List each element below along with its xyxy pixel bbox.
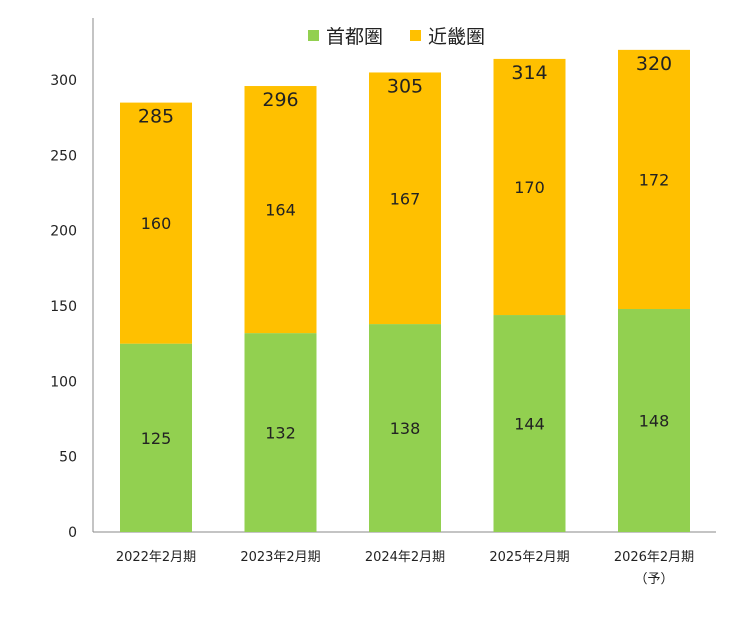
bar-value-label: 170 (514, 178, 545, 197)
bar-value-label: 148 (639, 412, 670, 431)
bar-segment (369, 72, 441, 325)
x-tick-label: 2023年2月期 (240, 550, 320, 565)
bars: 125 160 285 132 164 296 138 167 305 144 170 314 148 1… (120, 49, 690, 532)
y-axis: 0 50 100 150 200 250 300 (50, 18, 94, 541)
y-tick-label: 150 (50, 299, 77, 315)
bar-segment (618, 309, 690, 532)
bar-segment (120, 102, 192, 344)
legend-swatch (410, 30, 421, 41)
bar-total-label: 296 (262, 89, 298, 111)
bar-total-label: 320 (636, 53, 672, 75)
bar-value-label: 132 (265, 424, 296, 443)
legend: 首都圏 近畿圏 (308, 26, 485, 48)
bar-total-label: 305 (387, 75, 423, 97)
x-tick-label: 2026年2月期 (614, 550, 694, 565)
bar-segment (120, 343, 192, 532)
bar-segment (493, 315, 566, 532)
bar-value-label: 138 (390, 419, 421, 438)
x-tick-note: （予） (634, 572, 673, 587)
bar-total-label: 285 (138, 106, 174, 128)
bar-value-label: 164 (265, 201, 296, 220)
bar-segment (369, 324, 441, 532)
legend-label: 首都圏 (326, 26, 383, 48)
bar-value-label: 160 (141, 214, 172, 233)
bar-segment (493, 58, 566, 316)
bar-value-label: 144 (514, 415, 545, 434)
bar-value-label: 172 (639, 170, 670, 189)
y-tick-label: 100 (50, 374, 77, 390)
x-tick-label: 2025年2月期 (489, 550, 569, 565)
y-tick-label: 50 (59, 450, 77, 466)
bar-value-label: 125 (141, 429, 172, 448)
y-tick-label: 300 (50, 73, 77, 89)
y-tick-label: 0 (68, 525, 77, 541)
y-tick-label: 250 (50, 148, 77, 164)
bar-segment (618, 49, 690, 310)
x-tick-label: 2022年2月期 (116, 550, 196, 565)
bar-segment (244, 333, 317, 532)
x-tick-label: 2024年2月期 (365, 550, 445, 565)
bar-value-label: 167 (390, 189, 421, 208)
legend-swatch (308, 30, 319, 41)
y-tick-label: 200 (50, 224, 77, 240)
legend-label: 近畿圏 (428, 26, 485, 48)
x-axis: 2022年2月期 2023年2月期 2024年2月期 2025年2月期 2026年2月期… (93, 531, 716, 587)
bar-segment (244, 86, 317, 334)
bar-total-label: 314 (511, 62, 547, 84)
